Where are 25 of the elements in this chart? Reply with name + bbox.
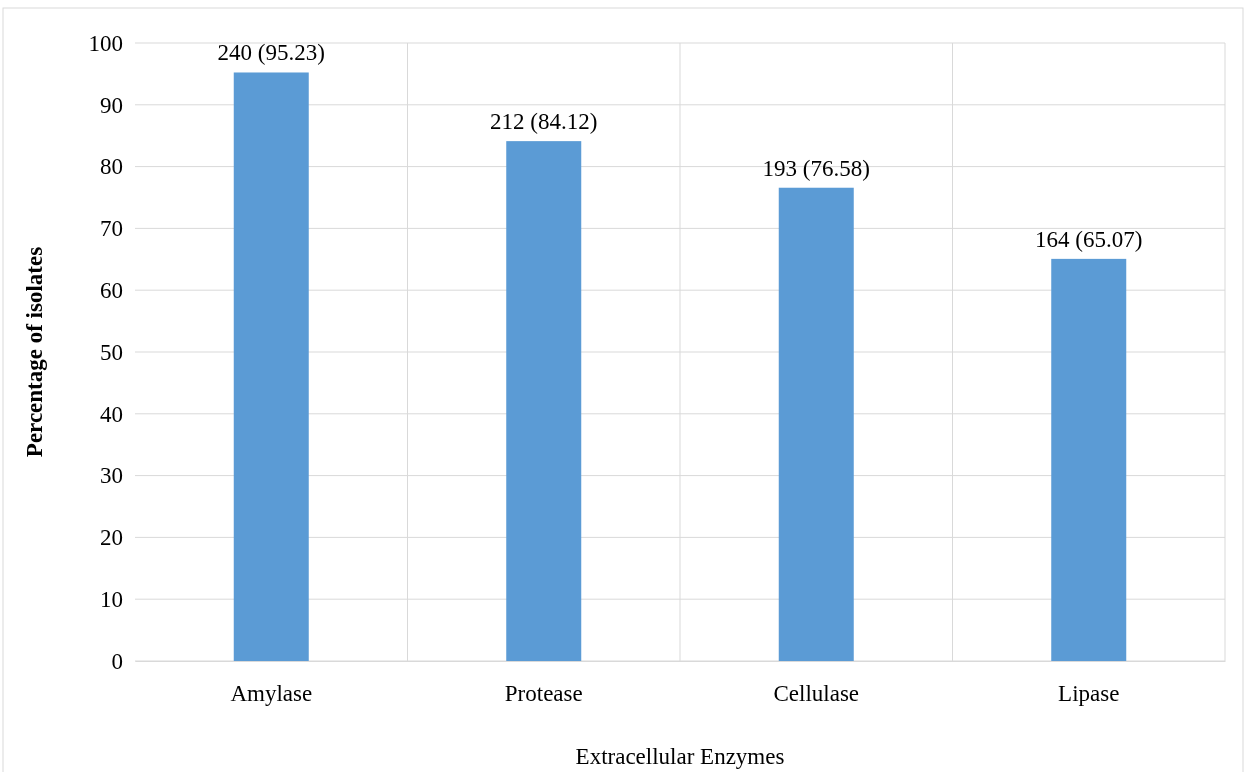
- y-tick-label: 50: [100, 339, 123, 365]
- y-tick-label: 10: [100, 587, 123, 613]
- data-label: 212 (84.12): [490, 109, 598, 135]
- x-tick-label: Protease: [504, 681, 583, 707]
- y-axis-title: Percentage of isolates: [22, 246, 47, 458]
- x-tick-label: Lipase: [1058, 681, 1120, 707]
- y-tick-label: 20: [100, 525, 123, 551]
- y-tick-label: 0: [111, 648, 123, 674]
- x-axis-title: Extracellular Enzymes: [575, 744, 785, 769]
- x-tick-label: Amylase: [230, 681, 313, 707]
- y-tick-label: 40: [100, 401, 123, 427]
- x-tick-label: Cellulase: [773, 681, 860, 707]
- y-tick-label: 70: [100, 216, 123, 242]
- y-tick-label: 80: [100, 154, 123, 180]
- data-label: 240 (95.23): [217, 40, 325, 66]
- y-tick-label: 90: [100, 92, 123, 118]
- y-tick-label: 30: [100, 463, 123, 489]
- y-tick-label: 60: [100, 278, 123, 304]
- data-label: 164 (65.07): [1035, 226, 1143, 252]
- bar: [1051, 258, 1127, 661]
- bar: [778, 187, 854, 661]
- bar: [506, 141, 582, 661]
- bar: [233, 72, 309, 661]
- y-tick-label: 100: [88, 30, 123, 56]
- data-label: 193 (76.58): [762, 155, 870, 181]
